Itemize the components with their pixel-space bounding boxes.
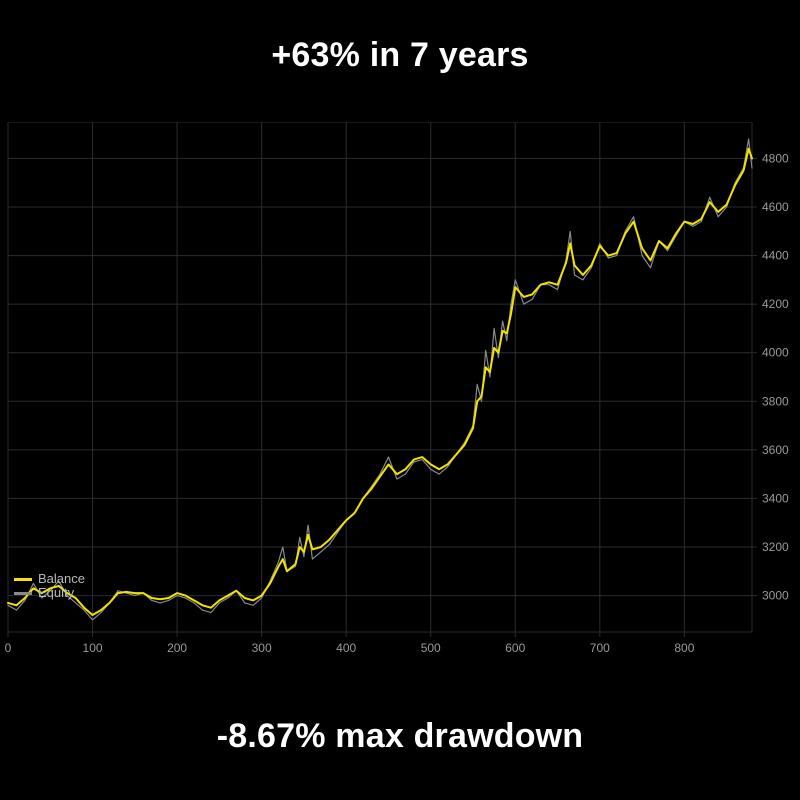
equity-chart: 3000320034003600380040004200440046004800… <box>0 122 800 672</box>
chart-legend: Balance Equity <box>14 572 85 600</box>
headline-bottom: -8.67% max drawdown <box>0 717 800 756</box>
legend-item-equity: Equity <box>14 586 85 600</box>
legend-swatch-balance <box>14 578 32 581</box>
svg-text:600: 600 <box>505 641 525 655</box>
legend-swatch-equity <box>14 592 32 595</box>
svg-text:400: 400 <box>336 641 356 655</box>
svg-text:4400: 4400 <box>762 249 789 263</box>
svg-text:200: 200 <box>167 641 187 655</box>
svg-text:4800: 4800 <box>762 151 789 165</box>
svg-text:3000: 3000 <box>762 589 789 603</box>
svg-text:4200: 4200 <box>762 297 789 311</box>
svg-text:700: 700 <box>590 641 610 655</box>
svg-text:4600: 4600 <box>762 200 789 214</box>
svg-text:100: 100 <box>83 641 103 655</box>
svg-text:0: 0 <box>5 641 12 655</box>
svg-text:3200: 3200 <box>762 540 789 554</box>
svg-text:4000: 4000 <box>762 346 789 360</box>
root: +63% in 7 years 300032003400360038004000… <box>0 0 800 800</box>
svg-text:800: 800 <box>674 641 694 655</box>
svg-text:3800: 3800 <box>762 394 789 408</box>
svg-text:500: 500 <box>421 641 441 655</box>
legend-label-balance: Balance <box>38 572 85 586</box>
svg-text:3400: 3400 <box>762 491 789 505</box>
chart-canvas: 3000320034003600380040004200440046004800… <box>0 122 800 672</box>
legend-item-balance: Balance <box>14 572 85 586</box>
svg-text:3600: 3600 <box>762 443 789 457</box>
svg-text:300: 300 <box>252 641 272 655</box>
headline-top: +63% in 7 years <box>0 36 800 75</box>
legend-label-equity: Equity <box>38 586 74 600</box>
